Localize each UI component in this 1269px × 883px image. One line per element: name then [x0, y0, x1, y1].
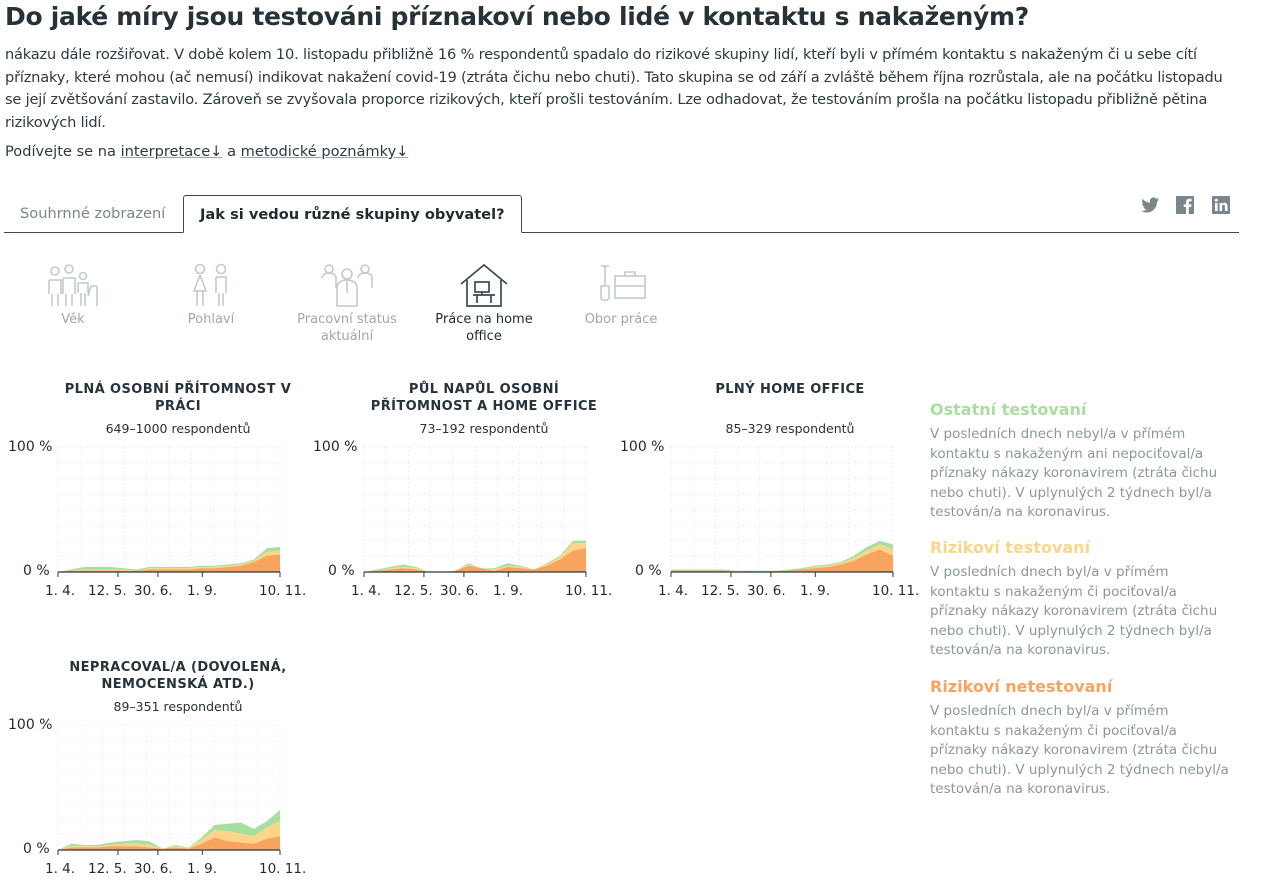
age-icon — [48, 264, 98, 306]
y-tick-label: 0 % — [23, 841, 50, 857]
area-series-2 — [364, 540, 586, 572]
chart-subtitle: 649–1000 respondentů — [105, 421, 251, 436]
see-also-prefix: Podívejte se na — [5, 143, 116, 160]
y-tick-label: 100 % — [8, 439, 53, 455]
legend-title: Ostatní testovaní — [930, 400, 1087, 419]
x-tick-label: 30. 6. — [134, 583, 173, 599]
area-series-0 — [58, 836, 280, 850]
legend-description: V posledních dnech nebyl/a v přímém kont… — [930, 426, 1218, 520]
facebook-icon[interactable] — [1175, 195, 1195, 215]
category-gender[interactable]: Pohlaví — [146, 262, 276, 328]
x-tick-label: 30. 6. — [134, 861, 173, 877]
x-tick-label: 1. 4. — [658, 583, 689, 599]
legend-description: V posledních dnech byl/a v přímém kontak… — [930, 564, 1218, 658]
area-chart — [670, 446, 894, 577]
category-label: Práce na home office — [435, 312, 533, 344]
x-tick-label: 1. 9. — [187, 583, 218, 599]
x-tick-label: 1. 9. — [800, 583, 831, 599]
area-chart — [363, 446, 587, 577]
y-tick-label: 100 % — [313, 439, 358, 455]
interpretation-link[interactable]: interpretace↓ — [120, 143, 223, 160]
chart-title: PŮL NAPŮL OSOBNÍ PŘÍTOMNOST A HOME OFFIC… — [370, 382, 598, 414]
x-tick-label: 10. 11. — [565, 583, 613, 599]
work-field-icon — [600, 265, 646, 302]
x-tick-label: 10. 11. — [259, 861, 307, 877]
legend-item-rizikovi-netestovani: Rizikoví netestovaní V posledních dnech … — [930, 677, 1230, 800]
x-tick-label: 12. 5. — [394, 583, 433, 599]
twitter-icon[interactable] — [1140, 195, 1160, 215]
linkedin-icon[interactable] — [1211, 195, 1231, 215]
x-tick-label: 1. 9. — [493, 583, 524, 599]
category-label: Obor práce — [584, 312, 658, 327]
category-label: Věk — [61, 312, 85, 327]
legend-item-ostatni: Ostatní testovaní V posledních dnech neb… — [930, 400, 1230, 523]
chart-subtitle: 73–192 respondentů — [419, 421, 549, 436]
chart-subtitle: 89–351 respondentů — [113, 699, 243, 714]
page-title: Do jaké míry jsou testováni příznakoví n… — [5, 2, 1029, 31]
legend-description: V posledních dnech byl/a v přímém kontak… — [930, 703, 1229, 797]
x-tick-label: 1. 4. — [351, 583, 382, 599]
chart-title: NEPRACOVAL/A (DOVOLENÁ, NEMOCENSKÁ ATD.) — [69, 660, 287, 692]
category-label: Pohlaví — [187, 312, 235, 327]
category-work-field[interactable]: Obor práce — [556, 262, 686, 328]
gender-icon — [192, 263, 227, 306]
see-also-and: a — [227, 143, 237, 160]
legend-title: Rizikoví testovaní — [930, 538, 1091, 557]
x-tick-label: 30. 6. — [440, 583, 479, 599]
view-tabs: Souhrnné zobrazení Jak si vedou různé sk… — [4, 195, 1239, 233]
area-series-2 — [58, 547, 280, 572]
area-chart — [57, 724, 281, 855]
area-series-2 — [58, 810, 280, 850]
area-series-1 — [58, 550, 280, 572]
methodology-link[interactable]: metodické poznámky↓ — [240, 143, 409, 160]
x-tick-label: 1. 9. — [187, 861, 218, 877]
category-age[interactable]: Věk — [8, 262, 138, 328]
legend-item-rizikovi-testovani: Rizikoví testovaní V posledních dnech by… — [930, 538, 1230, 661]
work-status-icon — [321, 264, 373, 307]
y-tick-label: 100 % — [620, 439, 665, 455]
chart-subtitle: 85–329 respondentů — [725, 421, 855, 436]
x-tick-label: 12. 5. — [88, 583, 127, 599]
category-work-status[interactable]: Pracovní status aktuální — [282, 262, 412, 345]
chart-title: PLNÁ OSOBNÍ PŘÍTOMNOST V PRÁCI — [64, 382, 292, 414]
category-home-office[interactable]: Práce na home office — [419, 262, 549, 345]
y-tick-label: 0 % — [23, 563, 50, 579]
x-tick-label: 10. 11. — [872, 583, 920, 599]
area-series-0 — [364, 548, 586, 572]
see-also: Podívejte se na interpretace↓ a metodick… — [5, 143, 408, 160]
area-series-1 — [364, 543, 586, 572]
area-series-1 — [58, 821, 280, 850]
area-series-1 — [671, 544, 893, 572]
x-tick-label: 12. 5. — [88, 861, 127, 877]
area-series-0 — [58, 554, 280, 572]
intro-paragraph: nákazu dále rozšiřovat. V době kolem 10.… — [5, 46, 1223, 131]
y-tick-label: 100 % — [8, 717, 53, 733]
tab-groups[interactable]: Jak si vedou různé skupiny obyvatel? — [183, 195, 522, 233]
y-tick-label: 0 % — [635, 563, 662, 579]
chart-title: PLNÝ HOME OFFICE — [715, 382, 865, 397]
y-tick-label: 0 % — [328, 563, 355, 579]
x-tick-label: 1. 4. — [45, 583, 76, 599]
x-tick-label: 12. 5. — [701, 583, 740, 599]
x-tick-label: 1. 4. — [45, 861, 76, 877]
tab-summary[interactable]: Souhrnné zobrazení — [20, 205, 166, 222]
x-tick-label: 30. 6. — [747, 583, 786, 599]
category-label: Pracovní status aktuální — [297, 312, 397, 344]
home-office-icon — [460, 263, 508, 307]
area-chart — [57, 446, 281, 577]
x-tick-label: 10. 11. — [259, 583, 307, 599]
legend-title: Rizikoví netestovaní — [930, 677, 1113, 696]
area-series-0 — [671, 549, 893, 572]
